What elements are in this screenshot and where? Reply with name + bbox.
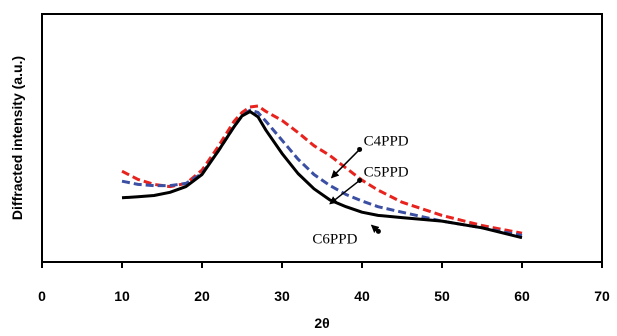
series-lines [121, 104, 523, 240]
x-axis-title: 2θ [314, 315, 329, 331]
x-tick-label-20: 20 [194, 288, 210, 304]
annotation-label-c6ppd: C6PPD [312, 231, 357, 247]
annotation-anchor-c5ppd [357, 177, 363, 183]
annotation-label-c5ppd: C5PPD [364, 164, 409, 180]
x-tick-label-10: 10 [114, 288, 130, 304]
annotation-anchor-c6ppd [375, 228, 381, 234]
x-axis-ticks [41, 262, 603, 268]
annotation-label-c4ppd: C4PPD [364, 133, 409, 149]
series-line-c4ppd [121, 104, 523, 235]
x-tick-label-60: 60 [514, 288, 530, 304]
plot-frame [41, 13, 603, 263]
x-tick-label-40: 40 [354, 288, 370, 304]
series-annotations: C4PPD C5PPD C6PPD [312, 133, 408, 247]
x-tick-label-0: 0 [38, 288, 46, 304]
x-tick-label-50: 50 [434, 288, 450, 304]
x-axis-tick-labels: 0 10 20 30 40 50 60 70 [38, 288, 610, 304]
annotation-anchor-c4ppd [357, 146, 363, 152]
series-line-c5ppd [121, 108, 523, 237]
annotation-arrow-c4ppd [330, 148, 361, 179]
series-line-c6ppd [121, 110, 523, 240]
y-axis-title: Diffracted intensity (a.u.) [9, 56, 25, 220]
annotation-arrow-c5ppd [329, 179, 361, 205]
x-tick-label-70: 70 [594, 288, 610, 304]
x-tick-label-30: 30 [274, 288, 290, 304]
